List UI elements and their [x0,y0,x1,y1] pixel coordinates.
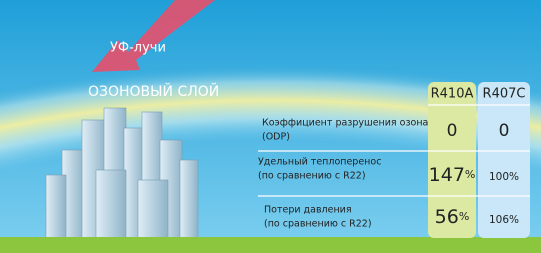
cell: 0 [499,121,510,141]
row-label: (ODP) [262,132,290,143]
cell: 0 [447,121,458,141]
header: R407C [483,87,526,102]
header: R410A [431,87,474,102]
row-label: Удельный теплоперенос [258,157,381,168]
cell-unit: % [465,168,475,181]
row-label: Потери давления [264,205,352,216]
row-label: (по сравнению с R22) [258,171,366,182]
cell-number: 147 [429,164,465,186]
cell: 106% [489,214,519,226]
cell-number: 56 [435,206,459,228]
row-label: (по сравнению с R22) [264,219,372,230]
infographic: УФ-лучи ОЗОНОВЫЙ СЛОЙ R410A R407C Коэффи… [0,0,541,253]
cell-number: 0 [447,121,458,141]
cell-unit: % [459,210,469,223]
row-label: Коэффициент разрушения озона [262,118,428,129]
ground [0,237,541,253]
cell: 100% [489,171,519,183]
arrow-label: УФ-лучи [110,41,166,56]
layer-label: ОЗОНОВЫЙ СЛОЙ [88,82,219,100]
